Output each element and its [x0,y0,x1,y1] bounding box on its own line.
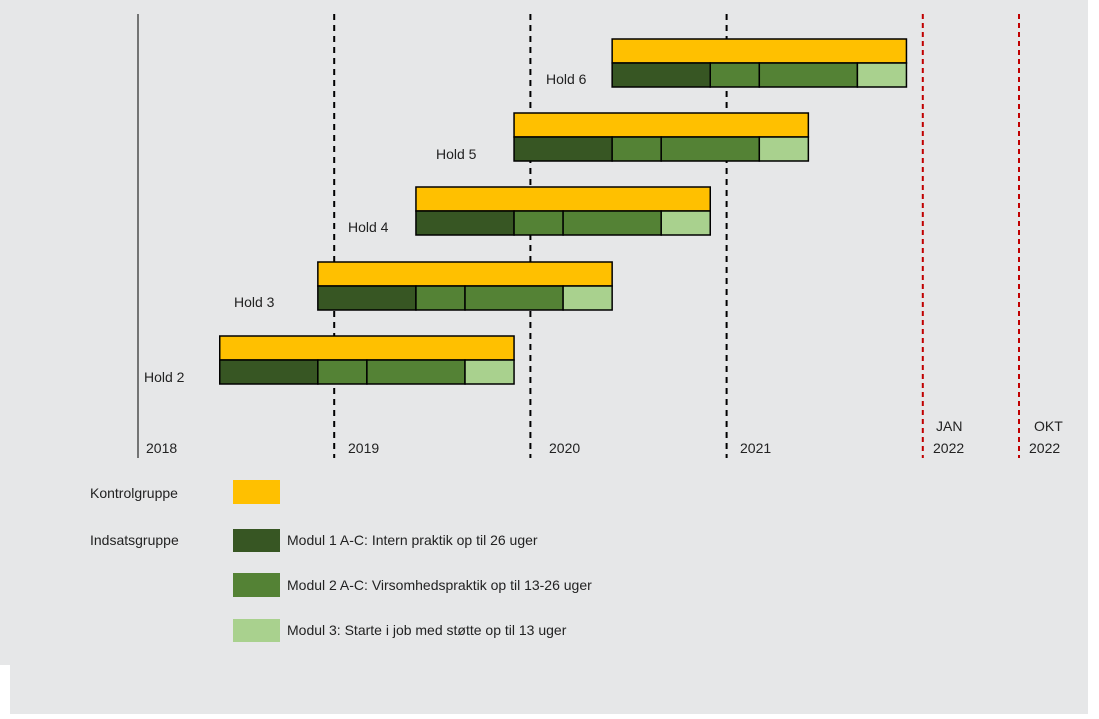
legend-kontrol-label: Kontrolgruppe [90,485,178,501]
hold-2-modul2b-segment [366,359,466,385]
hold-5-modul1a-segment [513,136,613,162]
hold-5-modul2a-segment [611,136,662,162]
hold-2-kontrol-bar [219,335,515,361]
right-margin [1088,0,1099,714]
hold-4-modul3-segment [660,210,712,236]
hold-5-kontrol-bar [513,112,810,138]
hold-4-kontrol-bar [415,186,711,212]
hold-6-modul3-segment [856,62,908,88]
legend-modul2-swatch [233,573,280,597]
legend-indsats-label: Indsatsgruppe [90,532,179,548]
year-label-2021: 2021 [740,440,771,456]
end-marker-jan-year: 2022 [933,440,964,456]
hold-4-modul2b-segment [562,210,662,236]
hold-6-modul2a-segment [709,62,761,88]
hold-3-kontrol-bar [317,261,613,287]
legend-modul1-label: Modul 1 A-C: Intern praktik op til 26 ug… [287,532,538,548]
legend-modul1-swatch [233,529,280,552]
year-label-2018: 2018 [146,440,177,456]
cohort-label-hold-5: Hold 5 [436,146,477,162]
year-label-2020: 2020 [549,440,580,456]
cohort-label-hold-4: Hold 4 [348,219,389,235]
bottom-left-notch [0,665,10,714]
hold-4-modul2a-segment [513,210,564,236]
end-marker-okt-year: 2022 [1029,440,1060,456]
legend-modul3-label: Modul 3: Starte i job med støtte op til … [287,622,567,638]
hold-5-modul3-segment [758,136,810,162]
hold-2-modul1a-segment [219,359,319,385]
hold-3-modul2b-segment [464,285,564,311]
hold-3-modul3-segment [562,285,613,311]
cohort-bars [219,38,908,385]
end-marker-okt-top: OKT [1034,418,1063,434]
hold-6-kontrol-bar [611,38,908,64]
legend-modul2-label: Modul 2 A-C: Virsomhedspraktik op til 13… [287,577,592,593]
cohort-label-hold-2: Hold 2 [144,369,185,385]
year-grid [137,14,1020,458]
cohort-label-hold-6: Hold 6 [546,71,587,87]
hold-6-modul2b-segment [758,62,859,88]
legend-kontrol-swatch [233,480,280,504]
hold-2-modul3-segment [464,359,515,385]
hold-6-modul1a-segment [611,62,712,88]
end-marker-jan-top: JAN [936,418,962,434]
hold-3-modul1a-segment [317,285,417,311]
legend-modul3-swatch [233,619,280,642]
hold-5-modul2b-segment [660,136,761,162]
year-label-2019: 2019 [348,440,379,456]
hold-3-modul2a-segment [415,285,466,311]
cohort-label-hold-3: Hold 3 [234,294,275,310]
legend: Kontrolgruppe Indsatsgruppe Modul 1 A-C:… [90,480,592,642]
hold-4-modul1a-segment [415,210,515,236]
hold-2-modul2a-segment [317,359,368,385]
